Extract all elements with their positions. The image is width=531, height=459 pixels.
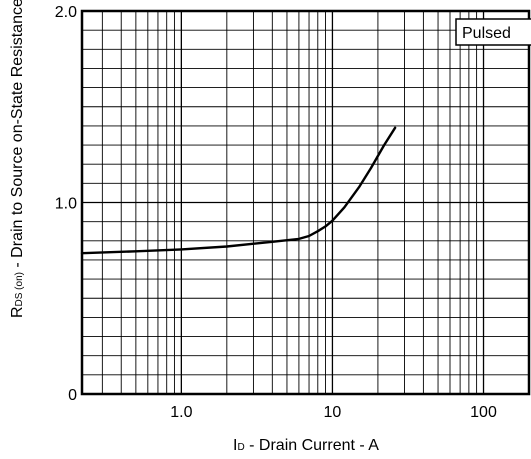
y-tick-label: 1.0 — [55, 196, 77, 213]
legend: Pulsed — [455, 18, 531, 46]
x-tick-label: 10 — [324, 404, 342, 421]
y-axis-label: RDS (on) - Drain to Source on-State Resi… — [9, 0, 26, 318]
x-axis-label-subscript: D — [237, 442, 244, 453]
x-tick-label: 1.0 — [170, 404, 192, 421]
y-tick-labels: 0 1.0 2.0 — [55, 4, 77, 404]
series-layer — [80, 126, 397, 255]
x-tick-label: 100 — [470, 404, 497, 421]
x-axis-label-rest: - Drain Current - A — [245, 437, 380, 454]
x-tick-labels: 1.0 10 100 — [170, 404, 497, 421]
legend-label: Pulsed — [462, 25, 511, 42]
y-axis-label-main: R — [9, 306, 26, 318]
y-axis-label-subscript: DS (on) — [14, 272, 25, 306]
x-axis-label-main: I — [233, 437, 237, 454]
y-tick-label: 2.0 — [55, 4, 77, 21]
y-tick-label: 0 — [68, 387, 77, 404]
series-line — [80, 126, 397, 255]
x-axis-label: ID - Drain Current - A — [233, 437, 379, 454]
plot-frame — [80, 9, 531, 396]
grid — [82, 11, 529, 394]
y-axis-label-rest: - Drain to Source on-State Resistance - … — [9, 0, 26, 272]
legend-box — [455, 18, 531, 46]
